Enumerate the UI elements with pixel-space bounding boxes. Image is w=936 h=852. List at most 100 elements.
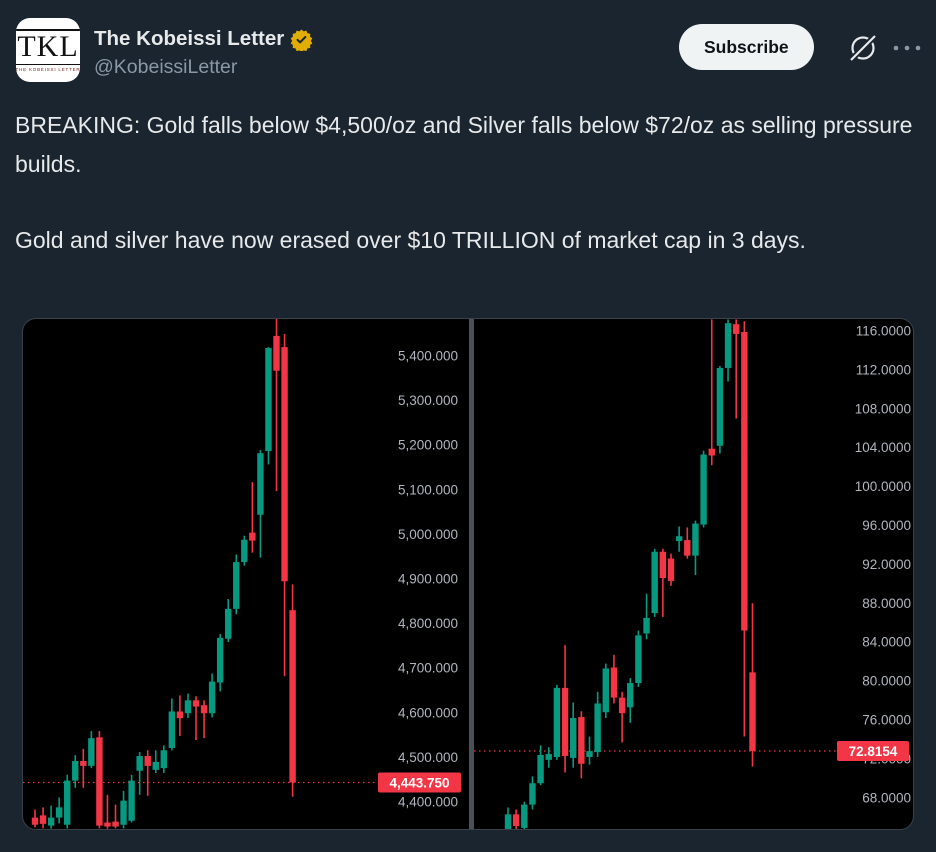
candle-body [627,683,634,708]
candle-body [152,761,159,770]
candle-body [273,335,280,371]
subscribe-button[interactable]: Subscribe [679,24,814,70]
candle-body [504,814,512,829]
avatar-tkl-logo: TKL [16,28,80,65]
candle-body [635,635,642,684]
candle-body [257,453,264,515]
candle-body [72,760,79,781]
candle-body [31,817,39,825]
last-price-tag-label: 72.8154 [849,744,898,759]
candle-body [216,637,224,683]
axis-tick-label: 4,600.000 [398,705,458,720]
axis-tick-label: 4,900.000 [398,572,458,587]
axis-tick-label: 108.0000 [855,401,911,416]
candle-body [675,536,683,542]
candle-body [64,780,71,825]
axis-tick-label: 4,800.000 [398,616,458,631]
more-button[interactable] [888,37,926,59]
candle-body [643,617,650,634]
candle-body [545,754,552,760]
axis-tick-label: 104.0000 [855,440,911,455]
candle-body [700,454,707,525]
candle-body [265,347,272,451]
candle-body [192,700,200,707]
candle-body [80,760,87,766]
candle-body [618,697,626,714]
candle-body [160,750,167,769]
candle-body [529,783,536,805]
axis-tick-label: 84.0000 [862,635,911,650]
display-name[interactable]: The Kobeissi Letter [94,27,285,50]
candle-body [578,717,585,764]
axis-tick-label: 5,100.000 [398,482,458,497]
candle-body [55,807,63,818]
candle-body [724,323,732,368]
axis-tick-label: 96.0000 [862,518,911,533]
candle-body [602,668,609,713]
handle[interactable]: @KobeissiLetter [94,56,238,78]
candle-body [47,817,55,826]
candle-body [708,448,715,456]
silver-chart-pane: 116.0000 112.0000 108.0000 104.0000 100.0000… [474,319,911,829]
candle-body [684,540,691,556]
last-price-tag-label: 4,443.750 [389,775,449,790]
candle-body [512,814,520,827]
last-price-tag [378,772,461,793]
candle-body [659,551,667,579]
candle-body [749,672,756,751]
tweet-paragraph-1: BREAKING: Gold falls below $4,500/oz and… [15,112,913,177]
candle-body [241,539,248,563]
more-dots-icon [888,45,926,62]
axis-tick-label: 5,000.000 [398,527,458,542]
candle-body [651,551,658,614]
axis-tick-label: 92.0000 [862,557,911,572]
grok-button[interactable] [846,31,880,65]
candle-body [136,756,143,771]
candle-body [610,667,618,698]
candle-body [128,780,135,821]
candle-body [112,821,119,827]
candle-body [88,738,95,766]
candle-body [225,608,232,639]
avatar-caption: THE KOBEISSI LETTER [16,66,80,72]
chart-media-card[interactable]: 5,400.000 5,300.000 5,200.000 5,100.000 5,00… [22,318,914,830]
last-price-tag [837,740,909,761]
pane-divider [469,319,474,829]
axis-tick-label: 4,400.000 [398,795,458,810]
tweet-text: BREAKING: Gold falls below $4,500/oz and… [15,106,921,260]
axis-tick-label: 112.0000 [856,362,911,377]
axis-tick-label: 80.0000 [862,674,911,689]
axis-tick-label: 116.0000 [856,324,911,339]
candle-body [200,705,208,714]
name-row: The Kobeissi Letter [94,27,313,51]
candle-body [586,751,593,757]
candle-body [233,562,240,609]
axis-tick-label: 5,200.000 [398,438,458,453]
axis-tick-label: 4,500.000 [398,750,458,765]
axis-tick-label: 4,700.000 [398,661,458,676]
candle-body [289,610,296,783]
candle-body [176,711,184,719]
candle-body [553,687,561,757]
candle-body [570,718,577,758]
candle-body [741,331,748,631]
candle-body [104,822,111,827]
candle-body [208,681,216,714]
candle-body [281,347,288,582]
axis-tick-label: 68.0000 [862,790,911,805]
candle-body [96,737,103,826]
candle-body [667,558,675,581]
candle-body [184,700,192,714]
candle-body [716,367,724,446]
grok-icon [846,33,880,68]
axis-tick-label: 76.0000 [862,713,911,728]
candle-body [120,800,127,825]
candle-body [168,711,176,749]
avatar[interactable]: TKL THE KOBEISSI LETTER [16,18,80,82]
candle-body [537,755,544,784]
axis-tick-label: 100.0000 [855,479,911,494]
candle-body [594,703,601,753]
tweet-paragraph-2: Gold and silver have now erased over $10… [15,227,806,253]
candle-body [39,815,47,824]
